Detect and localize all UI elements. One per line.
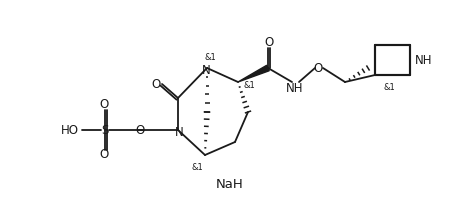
Text: N: N (175, 125, 184, 138)
Text: &1: &1 (243, 81, 255, 89)
Text: O: O (264, 35, 274, 49)
Text: O: O (313, 62, 322, 76)
Text: NH: NH (286, 81, 304, 95)
Text: &1: &1 (204, 54, 216, 62)
Text: O: O (99, 149, 109, 162)
Text: S: S (101, 124, 109, 137)
Text: &1: &1 (383, 83, 395, 92)
Text: O: O (136, 124, 144, 138)
Text: N: N (202, 64, 210, 76)
Text: HO: HO (61, 124, 79, 137)
Text: NH: NH (415, 54, 433, 67)
Text: &1: &1 (191, 162, 203, 172)
Polygon shape (238, 65, 269, 82)
Text: O: O (151, 78, 161, 91)
Text: NaH: NaH (216, 178, 244, 192)
Text: O: O (99, 98, 109, 111)
